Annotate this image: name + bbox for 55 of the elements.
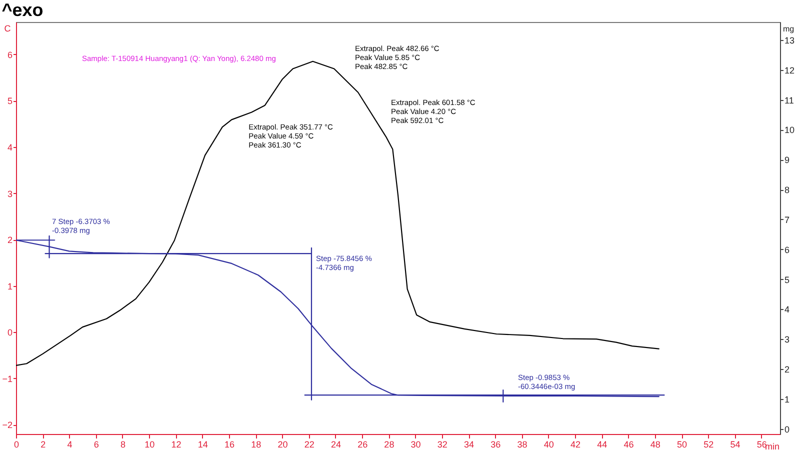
y2-tick-label: 4: [784, 304, 790, 315]
x-tick-label: 2: [40, 440, 46, 450]
y-tick-label: −1: [2, 374, 12, 384]
y2-tick-label: 7: [784, 214, 790, 225]
x-tick-label: 54: [730, 440, 740, 450]
x-tick-label: 52: [704, 440, 714, 450]
y2-tick-label: 1: [784, 394, 790, 404]
chart-title: ^exo: [2, 0, 44, 20]
x-tick-label: 44: [597, 440, 608, 450]
x-tick-label: 48: [650, 440, 660, 450]
y2-tick-label: 5: [784, 274, 790, 285]
x-tick-label: 38: [517, 440, 528, 450]
x-tick-label: 12: [171, 440, 182, 450]
y-tick-label: 2: [7, 235, 12, 246]
x-tick-label: 24: [330, 440, 341, 450]
y2-tick-label: 8: [784, 185, 790, 196]
x-tick-label: 4: [67, 440, 72, 450]
x-tick-label: 50: [676, 440, 688, 450]
y2-tick-label: 0: [784, 424, 790, 434]
x-tick-label: 10: [144, 440, 155, 450]
y2-tick-label: 2: [784, 364, 790, 375]
y2-tick-label: 9: [784, 155, 790, 166]
y-tick-label: 6: [7, 50, 12, 60]
y2-axis-title: mg: [782, 24, 794, 34]
x-tick-label: 30: [410, 440, 421, 450]
x-tick-label: 34: [464, 440, 474, 450]
x-tick-label: 22: [304, 440, 314, 450]
y-tick-label: 0: [7, 328, 12, 338]
x-tick-label: 8: [120, 440, 126, 450]
y2-tick-label: 11: [784, 95, 794, 106]
x-tick-label: 20: [278, 440, 288, 450]
x-tick-label: 46: [624, 440, 634, 450]
x-tick-label: 18: [251, 440, 262, 450]
x-tick-label: 36: [490, 440, 501, 450]
y2-tick-label: 10: [784, 125, 795, 136]
x-tick-label: 26: [358, 440, 368, 450]
x-tick-label: 0: [14, 440, 20, 450]
y2-tick-label: 13: [784, 35, 795, 46]
y2-tick-label: 6: [784, 244, 790, 255]
x-tick-label: 32: [437, 440, 448, 450]
y2-tick-label: 12: [784, 65, 795, 76]
x-tick-label: 14: [198, 440, 208, 450]
y2-tick-label: 3: [784, 334, 790, 345]
x-tick-label: 16: [224, 440, 234, 450]
x-tick-label: 28: [384, 440, 394, 450]
y-tick-label: 5: [7, 96, 12, 106]
y-tick-label: 3: [7, 188, 12, 199]
y-axis-title: C: [4, 24, 12, 34]
x-tick-label: 42: [570, 440, 581, 450]
x-tick-label: 6: [94, 440, 99, 450]
x-tick-label: 56: [756, 440, 767, 450]
x-tick-label: 40: [544, 440, 554, 450]
y-tick-label: −2: [2, 420, 12, 430]
y-tick-label: 1: [7, 281, 12, 292]
y-tick-label: 4: [7, 142, 12, 152]
